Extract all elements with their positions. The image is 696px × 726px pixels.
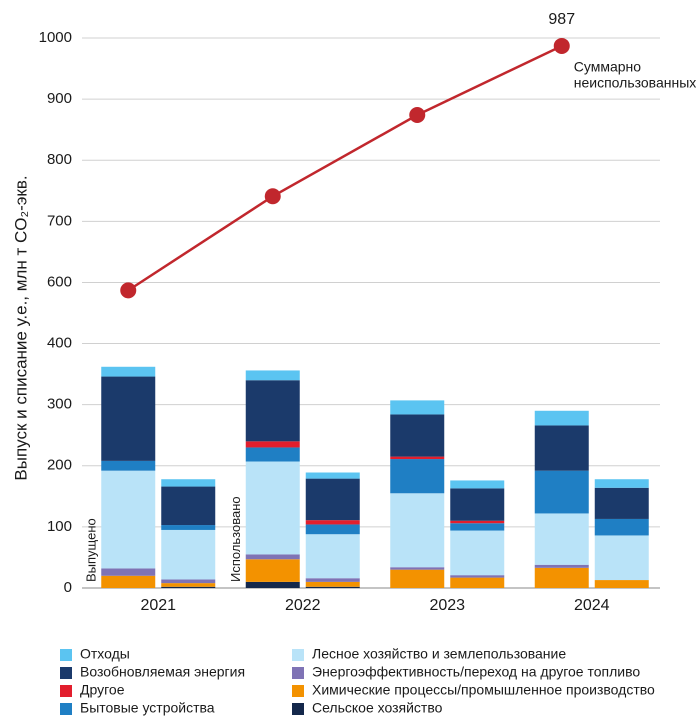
legend-swatch	[60, 649, 72, 661]
line-annotation: Суммарно	[574, 59, 642, 75]
bar-segment	[305, 578, 360, 582]
x-tick-label: 2023	[429, 597, 465, 614]
legend-swatch	[60, 667, 72, 679]
bar-segment	[101, 460, 156, 471]
y-tick-label: 800	[47, 151, 72, 168]
bar-segment	[245, 581, 300, 588]
bar-segment	[305, 472, 360, 479]
bar-segment	[245, 554, 300, 560]
bar-segment	[390, 493, 445, 568]
legend-label: Лесное хозяйство и землепользование	[312, 646, 566, 662]
y-tick-label: 200	[47, 457, 72, 474]
legend-label: Химические процессы/промышленное произво…	[312, 682, 655, 698]
y-tick-label: 600	[47, 273, 72, 290]
bar-segment	[450, 520, 505, 524]
y-axis-label: Выпуск и списание у.е., млн т CO₂-экв.	[11, 175, 30, 480]
bar-segment	[594, 535, 649, 581]
bar-segment	[305, 534, 360, 579]
bar-segment	[450, 575, 505, 578]
bar-segment	[390, 414, 445, 457]
bar-segment	[305, 478, 360, 521]
bar-segment	[594, 479, 649, 488]
bar-segment	[161, 583, 216, 587]
legend-label: Возобновляемая энергия	[80, 664, 245, 680]
bar-segment	[534, 564, 589, 568]
y-tick-label: 0	[64, 579, 72, 596]
y-tick-label: 300	[47, 396, 72, 413]
bar-segment	[534, 567, 589, 588]
bar-segment	[161, 529, 216, 580]
x-tick-label: 2021	[140, 597, 176, 614]
bar-segment	[534, 513, 589, 565]
bar-segment	[161, 479, 216, 487]
legend-label: Бытовые устройства	[80, 700, 215, 716]
bar-segment	[101, 575, 156, 588]
bar-segment	[245, 447, 300, 462]
bar-segment	[390, 456, 445, 460]
x-tick-label: 2024	[574, 597, 610, 614]
legend-swatch	[292, 667, 304, 679]
legend-label: Отходы	[80, 646, 130, 662]
bar-label: Выпущено	[84, 518, 99, 582]
line-annotation: неиспользованных	[574, 75, 696, 91]
bar-segment	[245, 441, 300, 448]
line-point	[409, 107, 426, 123]
bar-segment	[390, 459, 445, 494]
bar-segment	[161, 586, 216, 588]
legend-swatch	[292, 685, 304, 697]
bar-segment	[450, 488, 505, 521]
y-tick-label: 400	[47, 335, 72, 352]
line-point	[553, 37, 570, 54]
bar-segment	[450, 523, 505, 531]
bar-segment	[390, 400, 445, 415]
bar-segment	[305, 524, 360, 535]
bar-segment	[245, 380, 300, 442]
bar-segment	[534, 470, 589, 514]
bar-segment	[245, 461, 300, 555]
total-line	[127, 44, 563, 292]
bar-segment	[390, 569, 445, 588]
bar-segment	[450, 577, 505, 588]
bar-segment	[534, 410, 589, 426]
bar-segment	[161, 579, 216, 584]
bar-segment	[101, 376, 156, 461]
bar-segment	[390, 567, 445, 570]
legend-swatch	[60, 685, 72, 697]
x-tick-label: 2022	[285, 597, 321, 614]
bar-segment	[161, 525, 216, 530]
legend-label: Другое	[80, 682, 125, 698]
bar-segment	[450, 480, 505, 489]
bar-segment	[305, 520, 360, 525]
legend-swatch	[60, 703, 72, 715]
bar-segment	[534, 425, 589, 471]
line-point	[120, 282, 137, 299]
y-tick-label: 700	[47, 212, 72, 229]
bar-segment	[594, 580, 649, 588]
legend-label: Сельское хозяйство	[312, 700, 443, 716]
legend-label: Энергоэффективность/переход на другое то…	[312, 664, 640, 680]
bar-segment	[101, 470, 156, 569]
bar-label: Использовано	[228, 496, 243, 582]
legend-swatch	[292, 649, 304, 661]
bar-segment	[594, 518, 649, 536]
bar-segment	[161, 486, 216, 526]
y-tick-label: 100	[47, 518, 72, 535]
bar-segment	[245, 559, 300, 582]
bar-segment	[594, 487, 649, 519]
bar-segment	[245, 370, 300, 381]
bar-segment	[450, 530, 505, 576]
bar-segment	[101, 568, 156, 576]
bar-segment	[305, 581, 360, 587]
bar-segment	[305, 586, 360, 588]
legend-swatch	[292, 703, 304, 715]
bar-segment	[101, 366, 156, 377]
y-tick-label: 1000	[39, 29, 72, 46]
data-label: 987	[548, 11, 575, 28]
y-tick-label: 900	[47, 90, 72, 107]
line-point	[264, 188, 281, 205]
